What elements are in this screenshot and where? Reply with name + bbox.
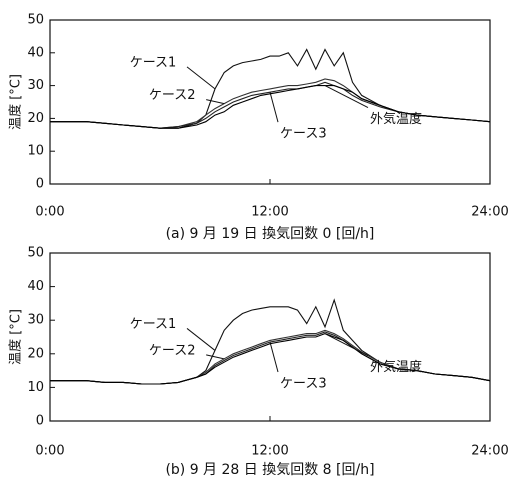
y-tick-label: 40 [27, 45, 44, 60]
series-line [50, 331, 491, 385]
caption: (a) 9 月 19 日 換気回数 0 [回/h] [166, 226, 375, 242]
series-label: ケース3 [280, 127, 327, 142]
y-tick-label: 50 [27, 246, 44, 261]
x-tick-label: 0:00 [35, 444, 64, 459]
label-leader [324, 333, 369, 357]
series-label: ケース3 [280, 377, 327, 392]
y-tick-label: 20 [27, 346, 44, 361]
series-label: 外気温度 [370, 111, 422, 127]
x-tick-label: 24:00 [471, 205, 508, 220]
label-leader [186, 66, 216, 90]
label-leader [324, 85, 369, 109]
series-label: ケース1 [130, 55, 177, 70]
y-tick-label: 40 [27, 279, 44, 294]
plot-frame [49, 19, 491, 185]
y-tick-label: 20 [27, 111, 44, 126]
series-line [50, 78, 491, 129]
y-tick-label: 0 [36, 177, 44, 192]
y-tick-label: 30 [27, 78, 44, 93]
y-tick-label: 30 [27, 313, 44, 328]
caption: (b) 9 月 28 日 換気回数 8 [回/h] [165, 462, 374, 478]
y-axis-label: 温度 [°C] [8, 74, 24, 130]
label-leader [206, 99, 225, 105]
series-label: ケース2 [149, 343, 196, 358]
series-line [50, 329, 491, 385]
y-axis-label: 温度 [°C] [8, 309, 24, 365]
series-label: 外気温度 [370, 359, 422, 375]
y-tick-label: 10 [27, 144, 44, 159]
series-label: ケース2 [149, 88, 196, 103]
series-line [50, 85, 491, 129]
series-line [50, 333, 491, 385]
y-tick-label: 10 [27, 380, 44, 395]
x-tick-label: 12:00 [251, 444, 288, 459]
y-tick-label: 50 [27, 13, 44, 28]
y-tick-label: 0 [36, 414, 44, 429]
x-tick-label: 12:00 [251, 205, 288, 220]
x-tick-label: 24:00 [471, 444, 508, 459]
x-tick-label: 0:00 [35, 205, 64, 220]
label-leader [206, 354, 225, 360]
label-leader [269, 341, 279, 373]
plot-frame [49, 252, 491, 422]
label-leader [269, 92, 279, 123]
series-label: ケース1 [130, 317, 177, 332]
label-leader [186, 328, 216, 351]
